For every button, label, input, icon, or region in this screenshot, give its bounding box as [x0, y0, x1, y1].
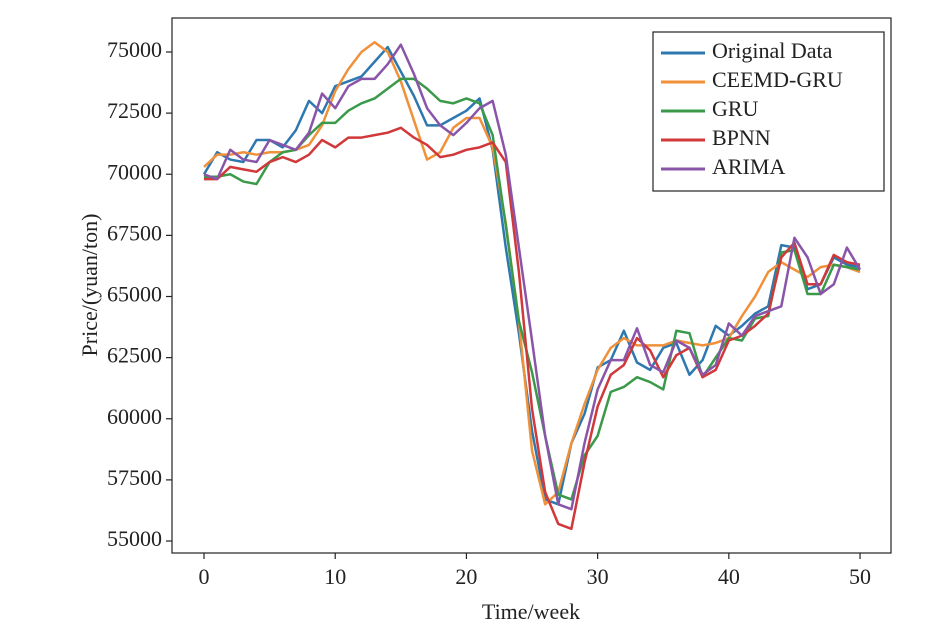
x-tick-label: 50 [849, 564, 871, 589]
x-tick-label: 10 [324, 564, 346, 589]
y-tick-label: 75000 [107, 37, 162, 62]
series-line [204, 77, 861, 501]
y-tick-label: 65000 [107, 282, 162, 307]
y-tick-label: 55000 [107, 526, 162, 551]
x-tick-label: 0 [199, 564, 210, 589]
legend-label: CEEMD-GRU [712, 67, 843, 92]
series-line [204, 126, 861, 531]
x-tick-label: 20 [455, 564, 477, 589]
plot-frame [171, 17, 892, 554]
legend-label: GRU [712, 96, 759, 121]
y-axis-label: Price/(yuan/ton) [77, 214, 102, 357]
series-line [203, 40, 861, 506]
y-tick-label: 62500 [107, 343, 162, 368]
x-tick-label: 30 [587, 564, 609, 589]
legend-label: BPNN [712, 125, 771, 150]
legend-label: Original Data [712, 38, 833, 63]
legend-label: ARIMA [712, 154, 785, 179]
series-line [202, 45, 861, 506]
series-line [203, 43, 862, 511]
legend: Original Data CEEMD-GRU GRU BPNN ARIMA [652, 31, 885, 192]
x-tick-label: 40 [718, 564, 740, 589]
y-tick-label: 72500 [107, 98, 162, 123]
y-tick-label: 60000 [107, 404, 162, 429]
y-tick-label: 57500 [107, 465, 162, 490]
x-axis-label: Time/week [482, 599, 580, 624]
y-tick-label: 70000 [107, 159, 162, 184]
y-tick-label: 67500 [107, 220, 162, 245]
